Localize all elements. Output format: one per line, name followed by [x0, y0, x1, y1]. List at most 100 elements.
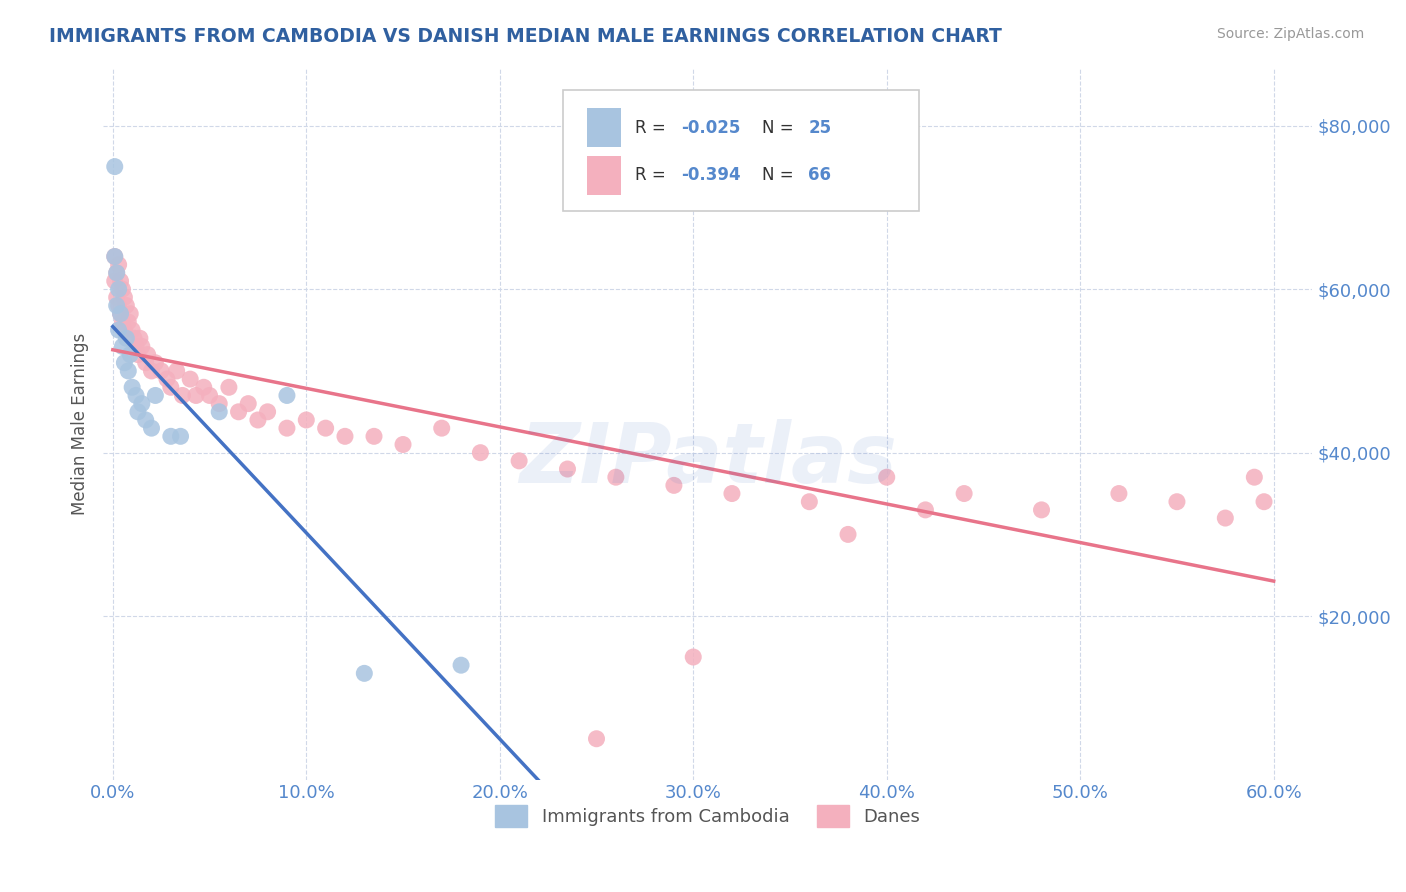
Point	[107, 299, 129, 313]
Point	[876, 470, 898, 484]
Text: N =: N =	[762, 166, 799, 185]
Point	[112, 323, 135, 337]
Point	[135, 356, 157, 370]
Point	[104, 250, 127, 264]
FancyBboxPatch shape	[562, 90, 920, 211]
Y-axis label: Median Male Earnings: Median Male Earnings	[72, 333, 89, 516]
Point	[238, 397, 260, 411]
Point	[122, 331, 145, 345]
Point	[508, 454, 530, 468]
Point	[208, 397, 231, 411]
Point	[111, 315, 134, 329]
Point	[179, 372, 201, 386]
Text: 25: 25	[808, 119, 831, 136]
Point	[605, 470, 627, 484]
Point	[363, 429, 385, 443]
Point	[914, 503, 936, 517]
Point	[246, 413, 269, 427]
Point	[127, 348, 149, 362]
Text: -0.394: -0.394	[681, 166, 741, 185]
Point	[218, 380, 240, 394]
Bar	[586, 156, 620, 194]
Text: Source: ZipAtlas.com: Source: ZipAtlas.com	[1216, 27, 1364, 41]
Point	[682, 650, 704, 665]
Point	[105, 266, 128, 280]
Point	[585, 731, 607, 746]
Point	[141, 421, 163, 435]
Point	[110, 307, 132, 321]
Bar	[586, 108, 620, 147]
Point	[184, 388, 207, 402]
Point	[125, 388, 148, 402]
Point	[104, 160, 127, 174]
Point	[276, 388, 298, 402]
Point	[117, 364, 139, 378]
Text: 66: 66	[808, 166, 831, 185]
Point	[107, 258, 129, 272]
Point	[557, 462, 579, 476]
Point	[107, 282, 129, 296]
Point	[662, 478, 685, 492]
Point	[120, 307, 142, 321]
Point	[117, 315, 139, 329]
Point	[276, 421, 298, 435]
Point	[208, 405, 231, 419]
Point	[392, 437, 415, 451]
Point	[1108, 486, 1130, 500]
Point	[430, 421, 453, 435]
Point	[1253, 494, 1275, 508]
Point	[228, 405, 250, 419]
Point	[156, 372, 179, 386]
Point	[470, 445, 492, 459]
Point	[104, 274, 127, 288]
Point	[128, 331, 150, 345]
Point	[166, 364, 188, 378]
Text: -0.025: -0.025	[681, 119, 741, 136]
Point	[141, 364, 163, 378]
Text: N =: N =	[762, 119, 799, 136]
Point	[105, 290, 128, 304]
Point	[127, 405, 149, 419]
Point	[115, 331, 138, 345]
Point	[1243, 470, 1265, 484]
Point	[160, 380, 183, 394]
Point	[136, 348, 159, 362]
Point	[193, 380, 215, 394]
Point	[131, 397, 153, 411]
Point	[145, 356, 167, 370]
Point	[256, 405, 278, 419]
Point	[110, 274, 132, 288]
Point	[198, 388, 221, 402]
Point	[837, 527, 859, 541]
Point	[135, 413, 157, 427]
Point	[131, 339, 153, 353]
Point	[111, 339, 134, 353]
Point	[120, 348, 142, 362]
Point	[145, 388, 167, 402]
Text: R =: R =	[636, 119, 671, 136]
Point	[295, 413, 318, 427]
Point	[115, 299, 138, 313]
Point	[150, 364, 173, 378]
Point	[110, 307, 132, 321]
Point	[160, 429, 183, 443]
Point	[1031, 503, 1053, 517]
Point	[1166, 494, 1188, 508]
Text: IMMIGRANTS FROM CAMBODIA VS DANISH MEDIAN MALE EARNINGS CORRELATION CHART: IMMIGRANTS FROM CAMBODIA VS DANISH MEDIA…	[49, 27, 1002, 45]
Point	[112, 356, 135, 370]
Point	[105, 299, 128, 313]
Point	[107, 323, 129, 337]
Point	[104, 250, 127, 264]
Point	[333, 429, 356, 443]
Point	[169, 429, 191, 443]
Point	[799, 494, 821, 508]
Point	[112, 290, 135, 304]
Point	[953, 486, 976, 500]
Point	[125, 339, 148, 353]
Point	[121, 380, 143, 394]
Point	[172, 388, 194, 402]
Text: R =: R =	[636, 166, 671, 185]
Point	[111, 282, 134, 296]
Point	[315, 421, 337, 435]
Point	[721, 486, 744, 500]
